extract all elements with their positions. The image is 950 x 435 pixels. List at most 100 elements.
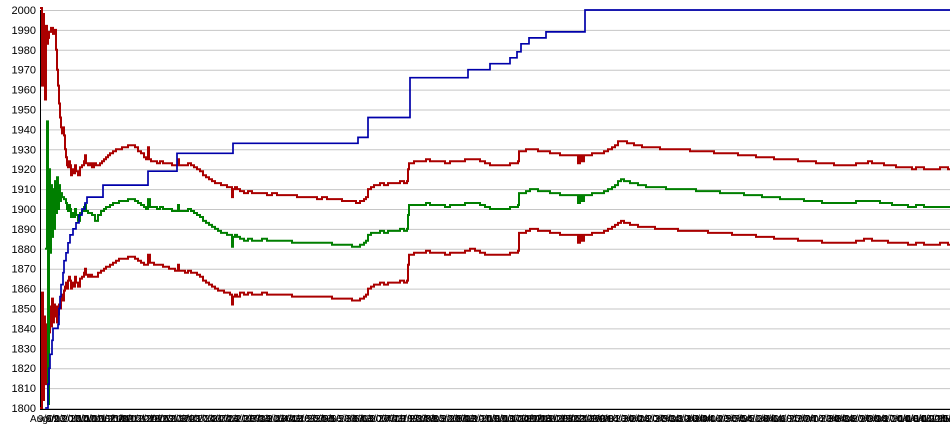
y-tick-label: 1850 bbox=[12, 304, 36, 316]
y-tick-label: 1960 bbox=[12, 85, 36, 97]
x-tick-label: 2/13/04 bbox=[630, 414, 664, 425]
x-tick-label: 2/20/04 bbox=[638, 414, 672, 425]
x-tick-label: 7/23/04 bbox=[812, 414, 846, 425]
y-tick-label: 1810 bbox=[12, 383, 36, 395]
y-tick-label: 1860 bbox=[12, 284, 36, 296]
x-tick-label: 6/25/04 bbox=[781, 414, 815, 425]
x-tick-label: 5/16/03 bbox=[322, 414, 356, 425]
y-tick-label: 2000 bbox=[12, 5, 36, 17]
x-tick-label: 10/4/02 bbox=[70, 414, 104, 425]
red-lower-line bbox=[40, 219, 950, 409]
x-tick-label: 1/10/03 bbox=[180, 414, 214, 425]
y-tick-label: 1820 bbox=[12, 363, 36, 375]
x-tick-label: 11/28/03 bbox=[544, 414, 583, 425]
y-tick-label: 1800 bbox=[12, 403, 36, 415]
x-tick-label: 1/2/04 bbox=[583, 414, 611, 425]
x-tick-label: 10/1/04 bbox=[891, 414, 925, 425]
x-tick-label: 1/23/04 bbox=[607, 414, 641, 425]
x-tick-label: 10/25/02 bbox=[93, 414, 132, 425]
y-tick-label: 1910 bbox=[12, 184, 36, 196]
x-tick-label: 12/26/03 bbox=[575, 414, 614, 425]
x-tick-label: 6/20/03 bbox=[362, 414, 396, 425]
x-tick-label: 9/27/02 bbox=[62, 414, 96, 425]
x-tick-label: 7/25/03 bbox=[401, 414, 435, 425]
x-tick-label: 12/19/03 bbox=[567, 414, 606, 425]
x-tick-label: 6/27/03 bbox=[370, 414, 404, 425]
x-tick-label: 12/12/03 bbox=[559, 414, 598, 425]
x-tick-label: 2/21/03 bbox=[228, 414, 262, 425]
x-tick-label: 1/3/03 bbox=[172, 414, 200, 425]
x-tick-label: 10/15/04 bbox=[907, 414, 946, 425]
x-tick-label: 10/10/03 bbox=[488, 414, 527, 425]
x-tick-label: 9/24/04 bbox=[883, 414, 917, 425]
x-tick-label: 10/3/03 bbox=[480, 414, 514, 425]
x-tick-label: 4/2/04 bbox=[686, 414, 714, 425]
red-upper-line bbox=[40, 7, 950, 204]
axes bbox=[40, 10, 950, 410]
green-line bbox=[45, 120, 950, 405]
x-tick-label: 8/29/03 bbox=[441, 414, 475, 425]
x-tick-label: 1/24/03 bbox=[196, 414, 230, 425]
x-tick-label: 5/28/04 bbox=[749, 414, 783, 425]
x-tick-label: 12/13/02 bbox=[149, 414, 188, 425]
x-tick-label: 10/31/03 bbox=[512, 414, 551, 425]
x-tick-label: 4/9/04 bbox=[694, 414, 722, 425]
x-tick-label: 11/15/02 bbox=[117, 414, 156, 425]
y-tick-label: 1890 bbox=[12, 224, 36, 236]
x-tick-label: 3/12/04 bbox=[662, 414, 696, 425]
x-tick-label: 8/6/04 bbox=[828, 414, 856, 425]
x-tick-label: 11/29/02 bbox=[133, 414, 172, 425]
x-tick-label: 9/6/02 bbox=[38, 414, 66, 425]
x-tick-label: 11/8/02 bbox=[109, 414, 142, 425]
x-tick-label: 7/4/03 bbox=[378, 414, 406, 425]
x-tick-label: 11/21/03 bbox=[536, 414, 575, 425]
x-tick-label: 4/18/03 bbox=[291, 414, 325, 425]
x-tick-label: 12/20/02 bbox=[156, 414, 195, 425]
y-tick-label: 1950 bbox=[12, 105, 36, 117]
x-tick-label: 9/5/03 bbox=[449, 414, 477, 425]
x-tick-label: 2/28/03 bbox=[235, 414, 269, 425]
x-tick-label: 1/9/04 bbox=[591, 414, 619, 425]
x-tick-label: Aug02 bbox=[30, 414, 59, 425]
x-tick-label: 9/26/03 bbox=[472, 414, 506, 425]
x-tick-label: 3/21/03 bbox=[259, 414, 293, 425]
x-tick-label: 12/6/02 bbox=[141, 414, 175, 425]
x-tick-label: 4/23/04 bbox=[709, 414, 743, 425]
x-tick-label: 2/14/03 bbox=[220, 414, 254, 425]
x-tick-label: 6/11/04 bbox=[765, 414, 798, 425]
x-tick-label: 9/10/04 bbox=[867, 414, 901, 425]
y-tick-label: 1900 bbox=[12, 204, 36, 216]
x-tick-label: 4/25/03 bbox=[299, 414, 333, 425]
x-tick-label: 4/11/03 bbox=[283, 414, 316, 425]
x-tick-label: 6/6/03 bbox=[346, 414, 374, 425]
x-tick-label: 5/23/03 bbox=[330, 414, 364, 425]
x-tick-label: 3/28/03 bbox=[267, 414, 301, 425]
y-tick-label: 1840 bbox=[12, 323, 36, 335]
y-tick-label: 1880 bbox=[12, 244, 36, 256]
x-tick-label: 7/11/03 bbox=[386, 414, 419, 425]
x-tick-label: 4/16/04 bbox=[702, 414, 736, 425]
x-tick-label: 8/15/03 bbox=[425, 414, 459, 425]
x-tick-label: 10/17/03 bbox=[496, 414, 535, 425]
x-tick-label: 7/9/04 bbox=[796, 414, 824, 425]
x-tick-label: 2/6/04 bbox=[623, 414, 651, 425]
x-tick-label: 10/24/03 bbox=[504, 414, 543, 425]
x-tick-label: 5/14/04 bbox=[733, 414, 767, 425]
x-axis-labels: Aug029/6/029/13/029/20/029/27/0210/4/021… bbox=[30, 414, 950, 425]
x-tick-label: 12/27/02 bbox=[164, 414, 203, 425]
x-tick-label: 9/13/02 bbox=[46, 414, 80, 425]
x-tick-label: 8/13/04 bbox=[836, 414, 870, 425]
x-tick-label: 7/30/04 bbox=[820, 414, 854, 425]
x-tick-label: 6/13/03 bbox=[354, 414, 388, 425]
x-tick-label: 8/8/03 bbox=[417, 414, 445, 425]
x-tick-label: 5/7/04 bbox=[725, 414, 753, 425]
x-tick-label: 9/3/04 bbox=[860, 414, 888, 425]
x-tick-label: 9/19/03 bbox=[465, 414, 499, 425]
x-tick-label: 2/27/04 bbox=[646, 414, 680, 425]
x-tick-label: 11/5/04 bbox=[931, 414, 950, 425]
x-tick-label: 9/20/02 bbox=[54, 414, 88, 425]
x-tick-label: 4/30/04 bbox=[717, 414, 751, 425]
